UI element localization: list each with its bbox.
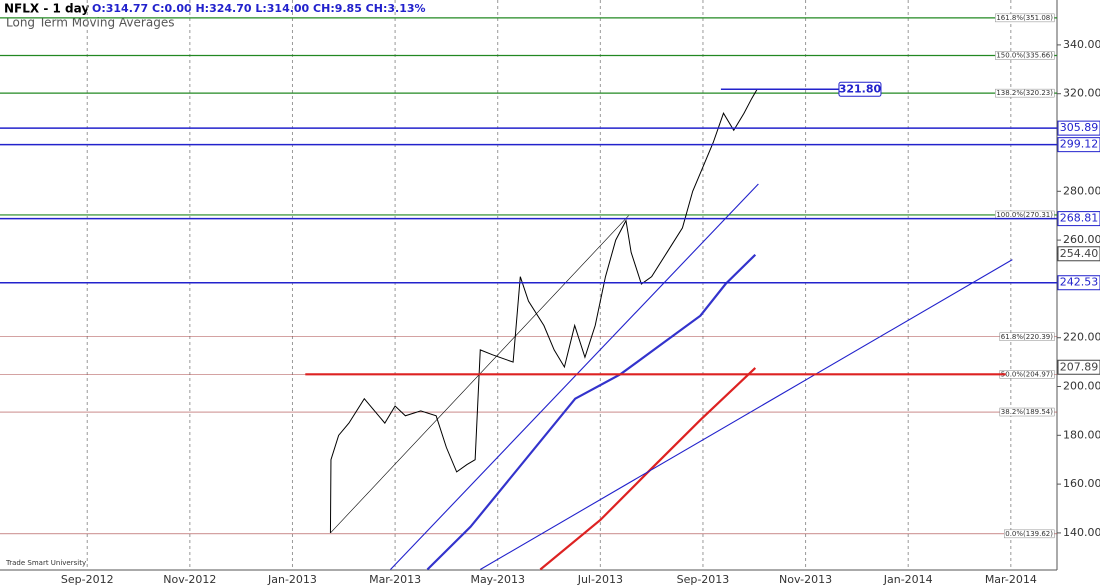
price-line <box>329 88 758 533</box>
y-tick-label: 200.00 <box>1063 380 1100 393</box>
x-tick-label: May-2013 <box>470 573 525 586</box>
x-tick-label: Jul-2013 <box>577 573 623 586</box>
study-line <box>479 259 1013 570</box>
fib-label-box <box>1004 529 1055 539</box>
y-tick-label: 140.00 <box>1063 526 1100 539</box>
y-tick-label: 340.00 <box>1063 38 1100 51</box>
price-level-box <box>838 81 882 97</box>
fib-label-box <box>995 88 1055 98</box>
price-level-label: 207.89 <box>1060 360 1099 373</box>
fib-label: 38.2%(189.54) <box>1001 408 1053 416</box>
fib-label: 161.8%(351.08) <box>996 14 1053 22</box>
fib-label-box <box>995 13 1055 23</box>
price-level-label: 305.89 <box>1060 121 1099 134</box>
x-tick-label: Jan-2013 <box>267 573 317 586</box>
fib-label: 61.8%(220.39) <box>1001 333 1053 341</box>
fib-label-box <box>999 407 1055 417</box>
price-level-label: 268.81 <box>1060 212 1099 225</box>
study-line <box>426 253 757 571</box>
study-line <box>390 183 759 570</box>
study-line <box>539 367 757 571</box>
fib-label: 100.0%(270.31) <box>996 211 1053 219</box>
price-level-label: 242.53 <box>1060 276 1099 289</box>
x-tick-label: Sep-2012 <box>61 573 114 586</box>
fib-label: 138.2%(320.23) <box>996 89 1053 97</box>
y-tick-label: 220.00 <box>1063 331 1100 344</box>
y-tick-label: 320.00 <box>1063 87 1100 100</box>
price-level-box <box>1057 246 1100 262</box>
price-level-label: 254.40 <box>1060 247 1099 260</box>
y-tick-label: 280.00 <box>1063 184 1100 197</box>
x-tick-label: Nov-2012 <box>163 573 216 586</box>
source: Trade Smart University <box>5 559 86 567</box>
fib-label-box <box>999 332 1055 342</box>
price-level-label: 299.12 <box>1060 138 1099 151</box>
x-tick-label: Sep-2013 <box>677 573 730 586</box>
x-tick-label: Nov-2013 <box>779 573 832 586</box>
price-level-label: 321.80 <box>839 82 882 95</box>
y-tick-label: 160.00 <box>1063 477 1100 490</box>
price-level-box <box>1057 275 1100 291</box>
subtitle: Long Term Moving Averages <box>6 16 174 30</box>
x-tick-label: Mar-2014 <box>985 573 1037 586</box>
fib-label: 150.0%(335.66) <box>996 51 1053 59</box>
x-tick-label: Jan-2014 <box>883 573 933 586</box>
price-level-box <box>1057 137 1100 153</box>
price-level-box <box>1057 211 1100 227</box>
fib-label: 50.0%(204.97) <box>1001 370 1053 378</box>
fib-label-box <box>995 51 1055 60</box>
quote: O:314.77 C:0.00 H:324.70 L:314.00 CH:9.8… <box>92 2 426 15</box>
chart-title: NFLX - 1 day <box>4 2 89 16</box>
x-tick-label: Mar-2013 <box>369 573 421 586</box>
fib-label: 0.0%(139.62) <box>1005 530 1053 538</box>
price-level-box <box>1057 359 1100 375</box>
price-level-box <box>1057 120 1100 136</box>
y-tick-label: 260.00 <box>1063 233 1100 246</box>
y-tick-label: 180.00 <box>1063 428 1100 441</box>
